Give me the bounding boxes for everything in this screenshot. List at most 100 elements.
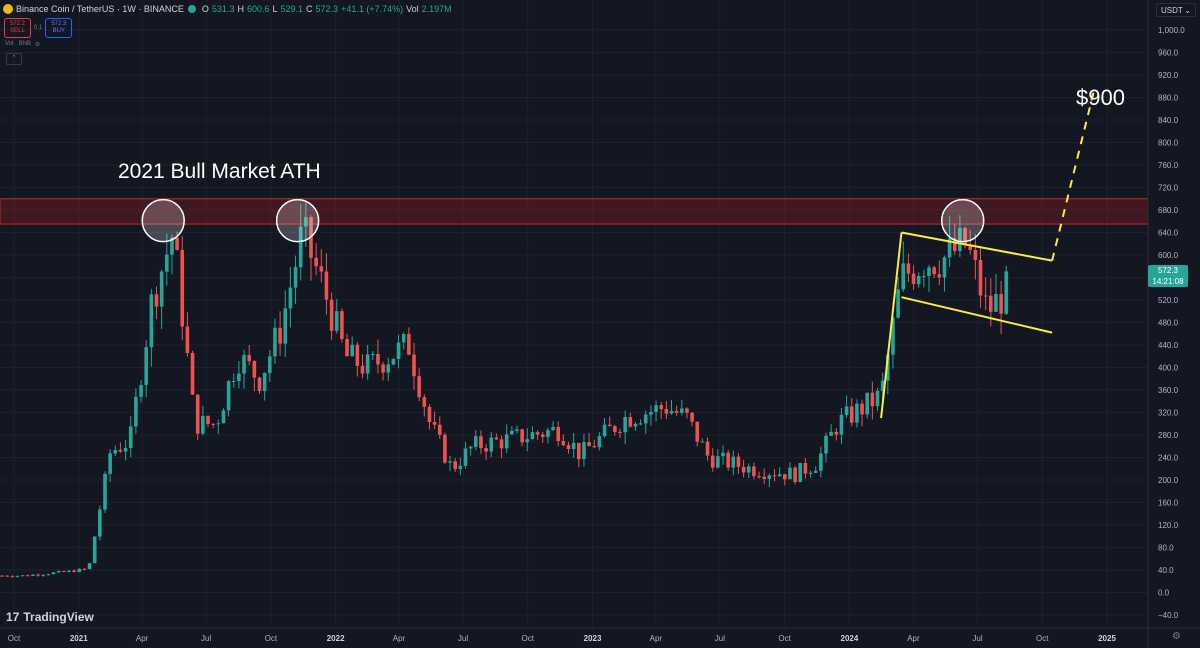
volume-label: Vol · BNB [5, 41, 32, 47]
chevron-down-icon: ⌄ [1184, 5, 1191, 15]
time-tick-label: 2022 [327, 634, 345, 643]
candle [72, 569, 76, 573]
time-tick-label: Apr [650, 634, 663, 643]
candle [556, 421, 560, 447]
candle [0, 574, 4, 577]
candle [870, 381, 875, 420]
candle [468, 445, 473, 456]
time-tick-label: 2021 [70, 634, 88, 643]
tradingview-logo[interactable]: 17 TradingView [6, 610, 94, 624]
candle [849, 398, 854, 427]
symbol-title[interactable]: Binance Coin / TetherUS · 1W · BINANCE [16, 4, 184, 14]
candle [118, 442, 123, 453]
candle [190, 350, 195, 396]
sell-button[interactable]: 572.2 SELL [4, 18, 31, 38]
candle [746, 463, 751, 478]
candle [901, 241, 906, 292]
eye-hidden-icon[interactable]: ⊘ [35, 42, 41, 48]
ath-highlight-circle [141, 198, 185, 243]
candle [911, 265, 916, 290]
candle [391, 358, 396, 366]
candle [62, 570, 66, 573]
candle [504, 424, 509, 454]
flag-upper-trendline [901, 231, 1053, 262]
candle [618, 428, 622, 439]
time-tick-label: 2024 [841, 634, 859, 643]
bnb-logo-icon [3, 4, 13, 14]
candle [494, 433, 499, 441]
currency-selector[interactable]: USDT ⌄ [1156, 3, 1196, 17]
candle [922, 269, 926, 288]
time-tick-label: Oct [1036, 634, 1049, 643]
candle [865, 392, 869, 419]
candle [67, 570, 71, 573]
candle [31, 574, 35, 577]
time-tick-label: Oct [265, 634, 278, 643]
candlestick-series [0, 201, 1009, 578]
candle [767, 473, 772, 487]
time-tick-label: Jul [972, 634, 982, 643]
candle [123, 439, 128, 461]
candle [602, 418, 607, 438]
time-tick-label: 2023 [584, 634, 602, 643]
candle [36, 573, 40, 577]
candle [952, 223, 957, 255]
buy-button[interactable]: 572.3 BUY [45, 18, 73, 38]
collapse-chevron-icon[interactable]: ⌃ [6, 53, 22, 65]
volume-indicator-row[interactable]: Vol · BNB ⊘ [5, 41, 40, 48]
candle [273, 318, 277, 364]
time-tick-label: Jul [201, 634, 211, 643]
candle [432, 411, 437, 429]
candle [195, 394, 200, 440]
time-tick-label: Jul [458, 634, 468, 643]
price-tick-label: 800.0 [1158, 139, 1179, 148]
candle [371, 351, 375, 360]
price-tick-label: −40.0 [1158, 611, 1179, 620]
candle [757, 471, 761, 479]
candle [360, 354, 365, 379]
price-tick-label: 880.0 [1158, 94, 1179, 103]
candle [355, 341, 360, 377]
candle [932, 265, 936, 279]
candle [401, 332, 406, 350]
time-tick-label: Apr [393, 634, 406, 643]
price-tick-label: 120.0 [1158, 521, 1179, 530]
candle [226, 379, 231, 417]
price-tick-label: 40.0 [1158, 566, 1174, 575]
candle [855, 399, 859, 428]
candle [623, 410, 627, 444]
candle [216, 419, 221, 434]
candle [221, 408, 226, 424]
candle [582, 433, 586, 467]
candle [185, 312, 190, 357]
price-tick-label: 80.0 [1158, 544, 1174, 553]
price-tick-label: 280.0 [1158, 431, 1179, 440]
symbol-header[interactable]: Binance Coin / TetherUS · 1W · BINANCE O… [0, 0, 452, 18]
candle [463, 441, 468, 469]
candle [839, 407, 844, 444]
price-tick-label: 240.0 [1158, 454, 1179, 463]
candle [474, 429, 478, 451]
price-tick-label: 680.0 [1158, 206, 1179, 215]
candle [499, 435, 504, 459]
annotation-ath-label: 2021 Bull Market ATH [118, 160, 321, 183]
price-tick-label: 760.0 [1158, 161, 1179, 170]
candle [741, 459, 746, 478]
candle [396, 334, 401, 369]
candle [484, 444, 488, 461]
settings-gear-icon[interactable]: ⚙ [1172, 631, 1181, 642]
candle [257, 376, 262, 394]
time-tick-label: Apr [907, 634, 920, 643]
candle [262, 372, 267, 401]
candle [350, 336, 354, 357]
candle [386, 357, 391, 381]
grid-lines [0, 0, 1148, 628]
candle [577, 442, 581, 468]
candle [268, 350, 272, 382]
time-tick-label: Oct [778, 634, 791, 643]
candle [566, 441, 571, 454]
candle [56, 570, 61, 573]
annotation-target-label: $900 [1076, 85, 1125, 110]
candle [520, 428, 524, 447]
